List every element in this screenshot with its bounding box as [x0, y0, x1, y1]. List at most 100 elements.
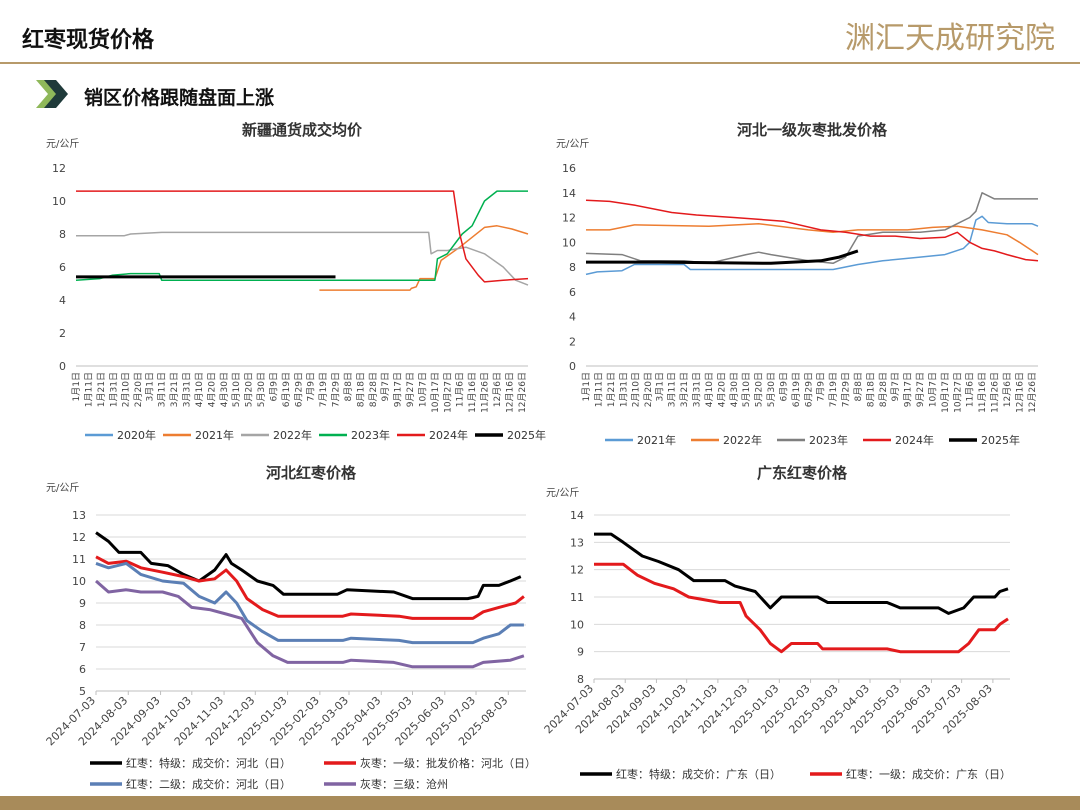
series-line-1	[319, 225, 529, 291]
y-tick-label: 4	[59, 294, 66, 307]
section-subtitle: 销区价格跟随盘面上涨	[84, 87, 275, 109]
series-line-0	[95, 531, 522, 601]
x-tick-label: 1月1日	[71, 372, 82, 401]
legend-label: 2025年	[981, 433, 1020, 447]
x-tick-label: 9月27日	[405, 372, 416, 407]
x-tick-label: 12月16日	[1014, 372, 1025, 413]
series-line-0	[594, 532, 1009, 615]
y-tick-label: 2	[569, 335, 576, 348]
legend-item-1: 2021年	[163, 428, 234, 442]
x-tick-label: 9月7日	[890, 372, 901, 401]
x-tick-label: 11月16日	[977, 372, 988, 413]
x-tick-label: 1月31日	[108, 372, 119, 407]
chart-guangdong-hongzao: 广东红枣价格元/公斤8910111213142024-07-032024-08-…	[542, 464, 1011, 781]
x-tick-label: 4月30日	[729, 372, 740, 407]
y-tick-label: 10	[570, 618, 584, 631]
x-tick-label: 6月19日	[281, 372, 292, 407]
x-tick-label: 5月20日	[754, 372, 765, 407]
y-tick-label: 11	[72, 553, 86, 566]
y-tick-label: 11	[570, 591, 584, 604]
x-tick-label: 11月6日	[455, 372, 466, 407]
x-tick-label: 7月19日	[828, 372, 839, 407]
x-tick-label: 2月20日	[133, 372, 144, 407]
x-tick-label: 4月10日	[704, 372, 715, 407]
y-tick-label: 12	[52, 162, 66, 175]
x-tick-label: 4月30日	[219, 372, 230, 407]
legend-label: 2022年	[273, 428, 312, 442]
x-tick-label: 5月30日	[256, 372, 267, 407]
x-tick-label: 10月7日	[417, 372, 428, 407]
x-tick-label: 10月27日	[952, 372, 963, 413]
y-tick-label: 12	[562, 212, 576, 225]
legend-item-1: 灰枣：一级：批发价格：河北（日）	[324, 756, 536, 770]
y-tick-label: 8	[569, 261, 576, 274]
y-tick-label: 10	[562, 236, 576, 249]
y-tick-label: 6	[59, 261, 66, 274]
x-tick-label: 5月30日	[766, 372, 777, 407]
y-tick-label: 2	[59, 327, 66, 340]
legend-label: 2024年	[895, 433, 934, 447]
legend-label: 红枣：二级：成交价：河北（日）	[126, 777, 291, 791]
chart-title: 河北红枣价格	[266, 464, 357, 482]
y-tick-label: 9	[577, 646, 584, 659]
x-tick-label: 1月21日	[96, 372, 107, 407]
legend-item-2: 红枣：二级：成交价：河北（日）	[90, 777, 291, 791]
series-line-2	[95, 561, 524, 645]
x-tick-label: 7月29日	[841, 372, 852, 407]
series-line-1	[594, 562, 1009, 654]
x-tick-label: 1月1日	[581, 372, 592, 401]
x-tick-label: 3月1日	[144, 372, 155, 401]
y-tick-label: 7	[79, 641, 86, 654]
x-tick-label: 3月31日	[182, 372, 193, 407]
x-tick-label: 10月27日	[442, 372, 453, 413]
x-tick-label: 8月8日	[343, 372, 354, 401]
legend-item-1: 红枣：一级：成交价：广东（日）	[810, 767, 1011, 781]
page-title: 红枣现货价格	[22, 28, 155, 53]
legend-label: 2023年	[809, 433, 848, 447]
legend-label: 2021年	[637, 433, 676, 447]
x-tick-label: 7月29日	[331, 372, 342, 407]
x-tick-label: 6月9日	[778, 372, 789, 401]
y-tick-label: 12	[72, 531, 86, 544]
y-axis-label: 元/公斤	[546, 487, 579, 499]
y-axis-label: 元/公斤	[46, 138, 79, 150]
y-tick-label: 8	[79, 619, 86, 632]
legend-item-0: 红枣：特级：成交价：河北（日）	[90, 756, 291, 770]
x-tick-label: 3月31日	[692, 372, 703, 407]
x-tick-label: 12月26日	[517, 372, 528, 413]
legend-item-2: 2023年	[777, 433, 848, 447]
legend-item-3: 2024年	[863, 433, 934, 447]
x-tick-label: 2月10日	[121, 372, 132, 407]
legend-label: 2020年	[117, 428, 156, 442]
y-tick-label: 14	[562, 187, 576, 200]
y-tick-label: 8	[59, 228, 66, 241]
x-tick-label: 3月21日	[679, 372, 690, 407]
x-tick-label: 10月7日	[927, 372, 938, 407]
legend-item-1: 2022年	[691, 433, 762, 447]
header-rule	[0, 62, 1080, 64]
footer-bar	[0, 796, 1080, 810]
legend-item-4: 2025年	[949, 433, 1020, 447]
x-tick-label: 8月8日	[853, 372, 864, 401]
x-tick-label: 11月26日	[480, 372, 491, 413]
legend-label: 2024年	[429, 428, 468, 442]
x-tick-label: 12月6日	[492, 372, 503, 407]
y-tick-label: 6	[79, 663, 86, 676]
x-tick-label: 1月11日	[83, 372, 94, 407]
x-tick-label: 4月20日	[716, 372, 727, 407]
x-tick-label: 7月9日	[816, 372, 827, 401]
x-tick-label: 12月16日	[504, 372, 515, 413]
legend-item-0: 红枣：特级：成交价：广东（日）	[580, 767, 781, 781]
chart-title: 河北一级灰枣批发价格	[737, 121, 888, 139]
y-tick-label: 8	[577, 673, 584, 686]
x-tick-label: 1月31日	[618, 372, 629, 407]
x-tick-label: 8月18日	[865, 372, 876, 407]
legend-label: 2023年	[351, 428, 390, 442]
y-tick-label: 10	[72, 575, 86, 588]
y-tick-label: 12	[570, 564, 584, 577]
x-tick-label: 11月16日	[467, 372, 478, 413]
x-tick-label: 3月11日	[667, 372, 678, 407]
legend-item-5: 2025年	[475, 428, 546, 442]
x-tick-label: 4月20日	[206, 372, 217, 407]
series-line-3	[95, 579, 525, 669]
